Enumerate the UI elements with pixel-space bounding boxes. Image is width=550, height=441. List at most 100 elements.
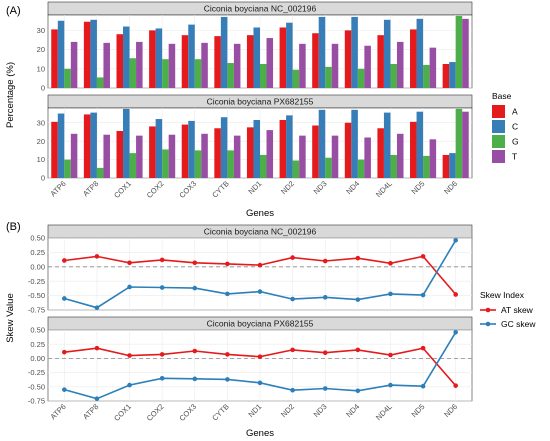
legend-label: AT skew (501, 305, 534, 315)
point-at-skew-ND3 (322, 350, 328, 356)
bar-G-CYTB (227, 63, 234, 88)
bar-A-ND6 (442, 63, 450, 88)
bar-G-ATP6 (64, 159, 71, 178)
point-at-skew-ND1 (257, 354, 263, 359)
legend-swatch-G (492, 135, 505, 148)
point-gc-skew-COX3 (192, 285, 198, 291)
bar-G-COX1 (129, 153, 137, 178)
bar-A-ND3 (312, 125, 319, 178)
point-gc-skew-ND2 (290, 296, 295, 302)
point-at-skew-ND4 (355, 255, 361, 261)
bar-C-ND3 (318, 109, 326, 178)
point-at-skew-COX2 (159, 352, 165, 357)
point-at-skew-ATP6 (62, 349, 67, 355)
y-tick-label: 10 (37, 64, 45, 73)
bar-A-ND4L (377, 128, 384, 178)
x-tick-label: ATP8 (81, 179, 100, 198)
bar-C-ND5 (416, 18, 424, 89)
point-at-skew-ATP6 (62, 258, 67, 263)
legend-label: T (512, 152, 517, 162)
x-tick-label: COX1 (112, 402, 133, 423)
bar-T-ND3 (331, 43, 339, 88)
legend-label: A (512, 107, 518, 117)
bar-C-ND5 (416, 111, 424, 178)
bar-A-COX3 (181, 35, 189, 88)
x-tick-label: ND6 (442, 179, 459, 196)
bar-T-ND2 (299, 43, 306, 88)
x-tick-label: COX3 (177, 179, 198, 200)
bar-A-COX2 (149, 30, 156, 88)
bar-T-ATP8 (103, 134, 110, 178)
point-gc-skew-COX2 (159, 285, 165, 290)
point-gc-skew-ND5 (420, 383, 426, 389)
point-at-skew-ND3 (322, 258, 328, 264)
bar-G-ND2 (292, 69, 300, 88)
x-tick-label: COX2 (145, 179, 166, 200)
bar-G-ND1 (260, 154, 267, 178)
point-at-skew-ND4 (355, 347, 361, 353)
bar-G-COX3 (194, 59, 202, 88)
bar-A-COX1 (116, 131, 124, 178)
bar-G-ND4L (390, 63, 397, 88)
bar-C-COX3 (188, 24, 195, 88)
point-at-skew-ND1 (257, 262, 263, 268)
bar-C-ND4 (351, 109, 358, 178)
y-tick-label: 30 (37, 118, 45, 127)
panel-label-b: (B) (6, 221, 21, 233)
x-tick-label: COX2 (145, 402, 166, 423)
point-at-skew-CYTB (225, 261, 230, 267)
bar-T-ND5 (429, 47, 437, 88)
point-gc-skew-COX2 (159, 375, 165, 381)
bar-A-ND2 (279, 27, 287, 89)
line-chart-skew: Ciconia boyciana NC_002196 -0.75 -0.50 -0.2… (5, 224, 536, 439)
x-axis-label: Genes (246, 428, 274, 439)
point-gc-skew-ATP6 (62, 296, 67, 301)
point-at-skew-ND4L (388, 261, 393, 266)
bar-A-ND1 (246, 127, 254, 178)
bar-T-ND4 (364, 137, 371, 178)
y-tick-label: 0.50 (30, 326, 45, 335)
bar-T-ND1 (266, 130, 274, 178)
bar-G-COX1 (129, 58, 137, 88)
point-at-skew-CYTB (225, 352, 230, 357)
y-tick-label: 0.50 (30, 234, 45, 243)
bar-T-ATP6 (70, 133, 78, 178)
x-tick-label: ATP6 (48, 402, 67, 421)
y-tick-label: 0 (41, 84, 45, 93)
point-gc-skew-ATP8 (94, 305, 100, 310)
legend-swatch-T (492, 150, 505, 163)
bar-A-ND4L (377, 35, 384, 88)
bar-G-COX3 (194, 150, 202, 178)
x-tick-label: ATP6 (48, 179, 67, 198)
y-tick-label: 0.00 (30, 354, 45, 363)
bar-A-COX2 (149, 126, 156, 178)
x-tick-label: ND6 (442, 402, 459, 419)
bar-G-ATP8 (96, 77, 104, 88)
point-at-skew-ND6 (453, 383, 458, 388)
y-tick-label: 10 (37, 155, 45, 164)
bar-G-ND2 (292, 160, 300, 178)
bar-C-COX1 (123, 108, 130, 178)
bar-T-COX2 (168, 134, 176, 178)
bar-A-COX1 (116, 34, 124, 88)
point-gc-skew-ND6 (453, 238, 458, 243)
point-gc-skew-ND4L (388, 382, 393, 388)
bar-G-ND6 (455, 15, 463, 89)
y-tick-label: 30 (37, 26, 45, 35)
bar-C-ND2 (286, 22, 293, 88)
legend-swatch-A (492, 105, 505, 118)
x-tick-label: COX3 (177, 402, 198, 423)
y-tick-label: -0.25 (28, 277, 45, 286)
point-at-skew-ND6 (453, 292, 458, 297)
point-gc-skew-ATP6 (62, 387, 67, 392)
facet-title: Ciconia boyciana PX682155 (207, 97, 314, 107)
bar-C-CYTB (220, 16, 228, 89)
facet-title: Ciconia boyciana NC_002196 (204, 227, 317, 237)
point-gc-skew-CYTB (225, 377, 230, 382)
bar-C-COX2 (155, 28, 163, 88)
bar-C-ND2 (286, 115, 293, 178)
point-gc-skew-ND6 (453, 329, 458, 335)
y-tick-label: 0 (41, 174, 45, 183)
bar-A-COX3 (181, 124, 189, 178)
point-at-skew-ND4L (388, 352, 393, 358)
